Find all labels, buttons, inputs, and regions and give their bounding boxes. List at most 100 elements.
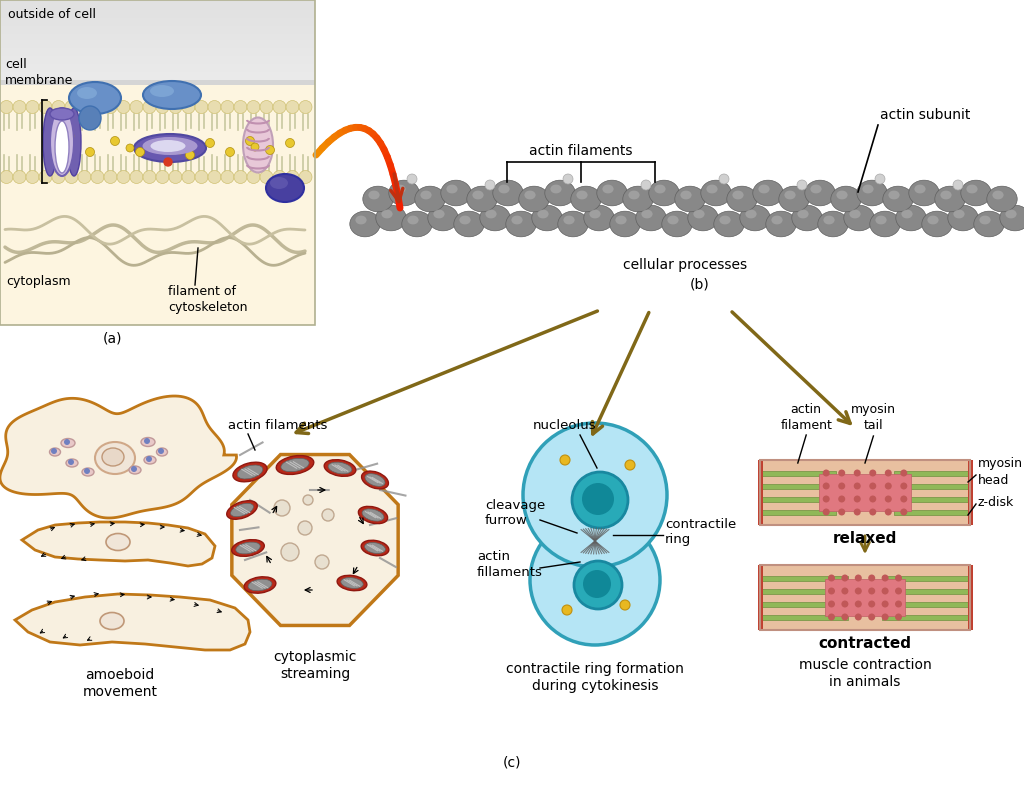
Bar — [760, 497, 836, 501]
Circle shape — [822, 482, 829, 490]
Circle shape — [156, 171, 169, 183]
Ellipse shape — [999, 205, 1024, 231]
Circle shape — [828, 588, 835, 594]
Ellipse shape — [238, 465, 263, 479]
Ellipse shape — [129, 466, 141, 474]
Circle shape — [56, 141, 63, 149]
Ellipse shape — [95, 442, 135, 474]
Ellipse shape — [597, 180, 627, 205]
Circle shape — [298, 521, 312, 535]
Ellipse shape — [901, 209, 912, 219]
Circle shape — [322, 509, 334, 521]
Circle shape — [135, 147, 144, 157]
Ellipse shape — [134, 134, 206, 162]
Circle shape — [855, 588, 862, 594]
Ellipse shape — [584, 205, 614, 231]
Bar — [760, 601, 848, 607]
Ellipse shape — [389, 180, 419, 205]
Circle shape — [625, 460, 635, 470]
Ellipse shape — [362, 187, 393, 212]
Bar — [760, 460, 970, 525]
Circle shape — [828, 575, 835, 582]
Ellipse shape — [506, 211, 537, 237]
Circle shape — [143, 171, 156, 183]
Circle shape — [885, 496, 892, 503]
Ellipse shape — [276, 456, 313, 475]
Bar — [0, 50, 315, 52]
Circle shape — [274, 500, 290, 516]
Ellipse shape — [511, 216, 522, 224]
Bar — [760, 471, 836, 475]
Ellipse shape — [992, 190, 1004, 199]
Circle shape — [51, 448, 57, 454]
Bar — [0, 10, 315, 12]
Circle shape — [822, 496, 829, 503]
Bar — [0, 26, 315, 28]
Ellipse shape — [798, 209, 809, 219]
Ellipse shape — [79, 106, 101, 130]
Circle shape — [247, 101, 260, 113]
Circle shape — [26, 101, 39, 113]
Circle shape — [560, 455, 570, 465]
Circle shape — [407, 174, 417, 184]
Bar — [0, 38, 315, 40]
Ellipse shape — [361, 540, 389, 556]
Ellipse shape — [545, 180, 575, 205]
Bar — [894, 471, 970, 475]
Bar — [0, 48, 315, 50]
Bar — [0, 46, 315, 48]
Circle shape — [104, 171, 117, 183]
Circle shape — [822, 508, 829, 515]
Circle shape — [221, 171, 234, 183]
Circle shape — [286, 139, 295, 147]
Text: (b): (b) — [690, 278, 710, 292]
Ellipse shape — [869, 211, 900, 237]
Text: actin subunit: actin subunit — [880, 108, 971, 122]
Ellipse shape — [940, 190, 951, 199]
Text: cell
membrane: cell membrane — [5, 58, 74, 87]
Circle shape — [895, 588, 902, 594]
Text: actin
filament: actin filament — [780, 403, 833, 432]
Circle shape — [855, 600, 862, 608]
Ellipse shape — [818, 211, 848, 237]
Ellipse shape — [979, 216, 990, 224]
Circle shape — [185, 150, 195, 160]
Ellipse shape — [805, 180, 836, 205]
Ellipse shape — [460, 216, 471, 224]
Bar — [825, 578, 905, 616]
Text: outside of cell: outside of cell — [8, 8, 96, 21]
Circle shape — [868, 575, 876, 582]
Bar — [894, 483, 970, 489]
Ellipse shape — [106, 534, 130, 550]
Ellipse shape — [350, 211, 380, 237]
Circle shape — [281, 543, 299, 561]
Circle shape — [523, 423, 667, 567]
Bar — [758, 460, 763, 525]
Circle shape — [169, 101, 182, 113]
Text: cellular processes: cellular processes — [623, 258, 748, 272]
Bar — [760, 483, 836, 489]
Ellipse shape — [243, 117, 273, 172]
Ellipse shape — [66, 459, 78, 467]
Ellipse shape — [654, 185, 666, 194]
Ellipse shape — [570, 187, 601, 212]
Circle shape — [869, 482, 877, 490]
Ellipse shape — [883, 187, 913, 212]
Ellipse shape — [896, 205, 926, 231]
Ellipse shape — [610, 211, 640, 237]
Polygon shape — [15, 594, 250, 650]
Text: muscle contraction
in animals: muscle contraction in animals — [799, 658, 932, 689]
Ellipse shape — [362, 509, 384, 521]
Ellipse shape — [157, 448, 168, 456]
Circle shape — [882, 575, 889, 582]
Bar — [758, 565, 763, 630]
Bar — [760, 509, 836, 515]
Bar — [0, 6, 315, 8]
Text: filament of
cytoskeleton: filament of cytoskeleton — [168, 285, 248, 314]
Ellipse shape — [428, 205, 458, 231]
Text: actin filaments: actin filaments — [228, 419, 328, 432]
Circle shape — [208, 171, 221, 183]
Ellipse shape — [142, 137, 198, 155]
Ellipse shape — [230, 504, 253, 517]
Circle shape — [286, 171, 299, 183]
